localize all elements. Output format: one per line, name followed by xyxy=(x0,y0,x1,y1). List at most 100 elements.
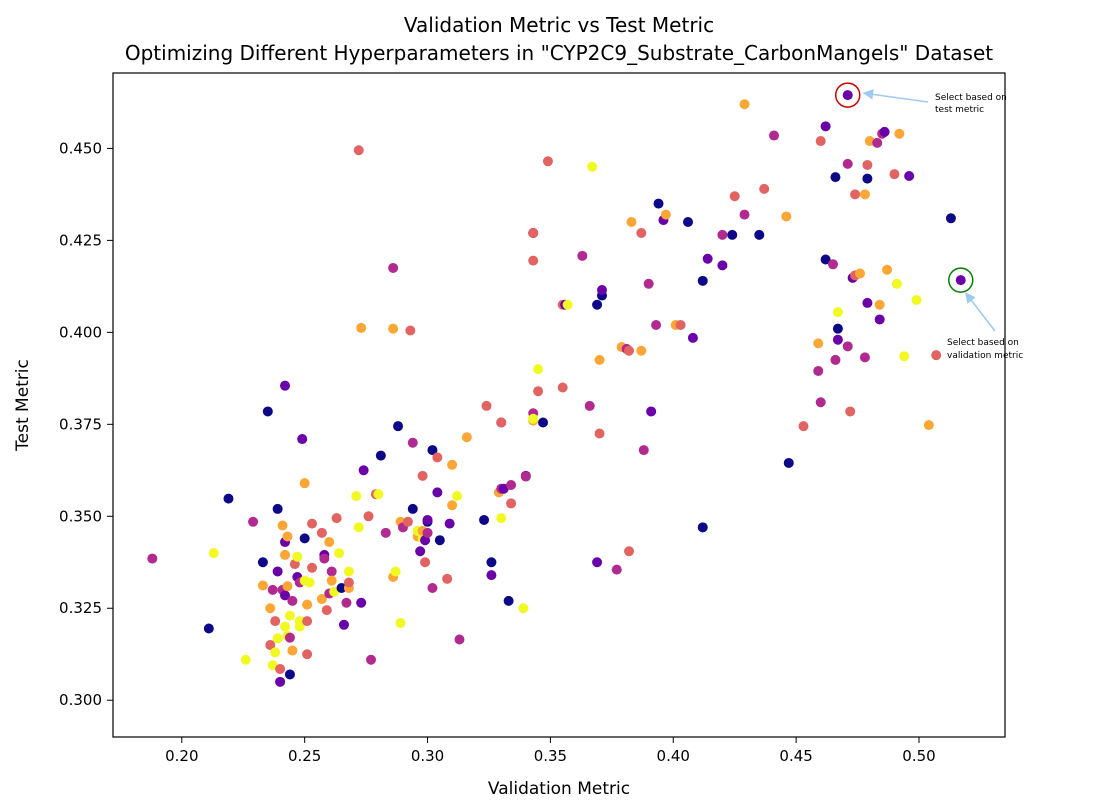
data-point xyxy=(584,400,595,411)
data-point xyxy=(687,332,698,343)
data-point xyxy=(307,518,318,529)
data-point xyxy=(324,537,335,548)
data-point xyxy=(643,278,654,289)
annotation-text: test metric xyxy=(935,105,984,115)
data-point xyxy=(208,548,219,559)
data-point xyxy=(813,338,824,349)
data-point xyxy=(422,527,433,538)
data-point xyxy=(506,498,517,509)
data-point xyxy=(697,522,708,533)
data-point xyxy=(447,459,458,470)
axis-ticks: 0.20 0.25 0.30 0.35 0.40 0.45 0.50 0.300 0.325 0.… xyxy=(59,139,936,765)
data-point xyxy=(626,216,637,227)
data-point xyxy=(284,610,295,621)
data-point xyxy=(356,597,367,608)
data-point xyxy=(842,158,853,169)
data-point xyxy=(498,483,509,494)
data-point xyxy=(815,136,826,147)
annotations: Select based on test metric Select based o… xyxy=(834,82,1023,361)
data-point xyxy=(651,319,662,330)
data-point xyxy=(265,603,276,614)
data-point xyxy=(739,209,750,220)
data-point xyxy=(597,285,608,296)
data-point xyxy=(862,159,873,170)
data-point xyxy=(717,229,728,240)
data-point xyxy=(343,566,354,577)
data-point xyxy=(280,380,291,391)
annotation-text: Select based on xyxy=(947,338,1019,348)
data-point xyxy=(326,575,337,586)
data-point xyxy=(479,514,490,525)
data-point xyxy=(859,189,870,200)
data-point xyxy=(427,445,438,456)
data-point xyxy=(240,654,251,665)
data-point xyxy=(859,352,870,363)
data-point xyxy=(270,616,281,627)
data-point xyxy=(638,445,649,456)
data-point xyxy=(427,583,438,594)
data-point xyxy=(393,421,404,432)
data-point xyxy=(331,513,342,524)
data-point xyxy=(538,417,549,428)
data-point xyxy=(506,480,517,491)
data-point xyxy=(879,126,890,137)
highlight-circle-validation xyxy=(948,267,974,293)
data-point xyxy=(316,594,327,605)
data-point xyxy=(646,406,657,417)
data-point xyxy=(262,406,273,417)
data-point xyxy=(911,294,922,305)
data-point xyxy=(341,597,352,608)
data-point xyxy=(611,564,622,575)
data-point xyxy=(461,432,472,443)
data-point xyxy=(307,562,318,573)
data-point xyxy=(727,229,738,240)
x-tick-label: 0.25 xyxy=(288,747,321,765)
data-point xyxy=(486,557,497,568)
data-point xyxy=(528,228,539,239)
data-point xyxy=(845,406,856,417)
data-point xyxy=(353,522,364,533)
data-point xyxy=(334,548,345,559)
data-point xyxy=(820,121,831,132)
data-point xyxy=(675,319,686,330)
data-point xyxy=(277,520,288,531)
data-point xyxy=(432,487,443,498)
data-point xyxy=(267,584,278,595)
data-point xyxy=(292,551,303,562)
data-point xyxy=(375,450,386,461)
data-point xyxy=(683,216,694,227)
data-point xyxy=(402,516,413,527)
data-point xyxy=(265,640,276,651)
data-point xyxy=(481,400,492,411)
data-point xyxy=(850,189,861,200)
data-point xyxy=(203,623,214,634)
data-point xyxy=(257,557,268,568)
data-point xyxy=(503,595,514,606)
data-point xyxy=(899,351,910,362)
data-point xyxy=(717,260,728,271)
data-point xyxy=(366,654,377,665)
data-point xyxy=(636,345,647,356)
data-point xyxy=(557,382,568,393)
data-point xyxy=(407,437,418,448)
data-point xyxy=(405,325,416,336)
data-point xyxy=(390,566,401,577)
data-point xyxy=(380,527,391,538)
data-point xyxy=(287,645,298,656)
data-point xyxy=(395,617,406,628)
data-point xyxy=(257,580,268,591)
data-point xyxy=(321,605,332,616)
data-point xyxy=(343,577,354,588)
data-point xyxy=(827,259,838,270)
data-point xyxy=(931,350,942,361)
data-point xyxy=(832,334,843,345)
data-point xyxy=(891,278,902,289)
data-point xyxy=(894,128,905,139)
data-point xyxy=(842,90,853,101)
data-point xyxy=(223,493,234,504)
data-point xyxy=(267,660,278,671)
data-point xyxy=(297,434,308,445)
data-point xyxy=(855,268,866,279)
data-point xyxy=(338,619,349,630)
arrow-test-metric xyxy=(862,89,929,103)
